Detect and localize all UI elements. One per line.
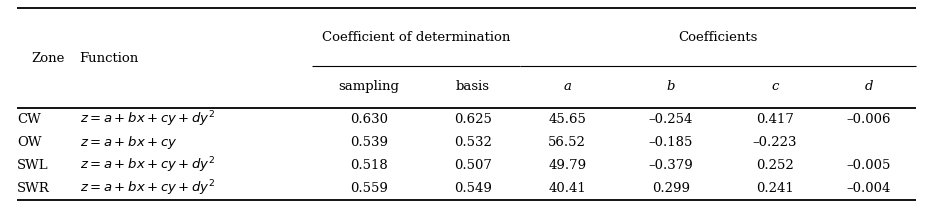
Text: OW: OW	[17, 136, 41, 149]
Text: –0.379: –0.379	[648, 159, 693, 172]
Text: –0.223: –0.223	[752, 136, 797, 149]
Text: 0.299: 0.299	[652, 182, 689, 195]
Text: SWL: SWL	[17, 159, 49, 172]
Text: 0.539: 0.539	[350, 136, 388, 149]
Text: 40.41: 40.41	[549, 182, 586, 195]
Text: $z = a + bx + cy + dy^2$: $z = a + bx + cy + dy^2$	[79, 178, 215, 198]
Text: $z = a + bx + cy$: $z = a + bx + cy$	[79, 134, 177, 151]
Text: d: d	[865, 80, 873, 93]
Text: 0.549: 0.549	[453, 182, 492, 195]
Text: Coefficient of determination: Coefficient of determination	[322, 31, 510, 43]
Text: a: a	[564, 80, 571, 93]
Text: –0.005: –0.005	[847, 159, 891, 172]
Text: 0.630: 0.630	[350, 113, 388, 126]
Text: 0.625: 0.625	[453, 113, 492, 126]
Text: 0.252: 0.252	[756, 159, 794, 172]
Text: –0.254: –0.254	[648, 113, 693, 126]
Text: b: b	[667, 80, 675, 93]
Text: 45.65: 45.65	[549, 113, 586, 126]
Text: $z = a + bx + cy + dy^2$: $z = a + bx + cy + dy^2$	[79, 109, 215, 129]
Text: $z = a + bx + cy + dy^2$: $z = a + bx + cy + dy^2$	[79, 155, 215, 175]
Text: 0.518: 0.518	[350, 159, 388, 172]
Text: sampling: sampling	[339, 80, 399, 93]
Text: Coefficients: Coefficients	[678, 31, 758, 43]
Text: 0.507: 0.507	[453, 159, 492, 172]
Text: Zone: Zone	[32, 52, 65, 64]
Text: CW: CW	[17, 113, 40, 126]
Text: 56.52: 56.52	[549, 136, 586, 149]
Text: SWR: SWR	[17, 182, 49, 195]
Text: –0.004: –0.004	[847, 182, 891, 195]
Text: Function: Function	[79, 52, 139, 64]
Text: 0.417: 0.417	[756, 113, 794, 126]
Text: 0.241: 0.241	[756, 182, 794, 195]
Text: –0.006: –0.006	[847, 113, 891, 126]
Text: 0.559: 0.559	[350, 182, 388, 195]
Text: 49.79: 49.79	[548, 159, 586, 172]
Text: 0.532: 0.532	[453, 136, 492, 149]
Text: –0.185: –0.185	[648, 136, 693, 149]
Text: basis: basis	[456, 80, 490, 93]
Text: c: c	[771, 80, 778, 93]
